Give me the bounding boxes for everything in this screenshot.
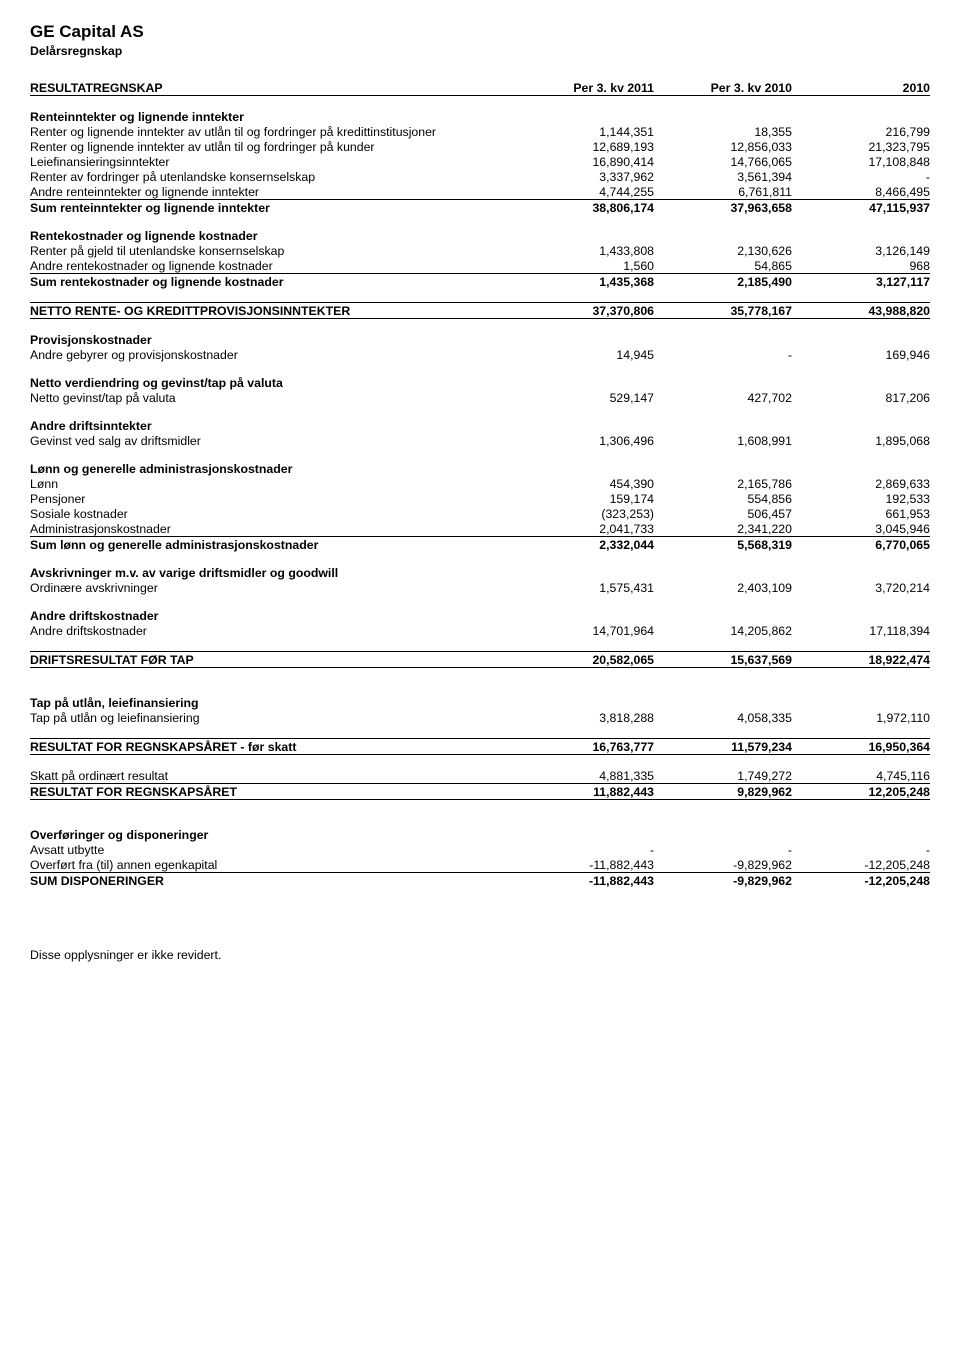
block-3-row-2: Sosiale kostnader(323,253)506,457661,953 xyxy=(30,506,930,521)
section-0-row-3: Renter av fordringer på utenlandske kons… xyxy=(30,169,930,184)
report-subtitle: Delårsregnskap xyxy=(30,44,930,58)
block-3-row-1: Pensjoner159,174554,856192,533 xyxy=(30,491,930,506)
section-title-0: Renteinntekter og lignende inntekter xyxy=(30,109,930,124)
block-title-2: Andre driftsinntekter xyxy=(30,418,930,433)
disp-title-row: Overføringer og disponeringer xyxy=(30,827,930,842)
block2-0-row-0: Tap på utlån og leiefinansiering3,818,28… xyxy=(30,710,930,725)
section-0-row-4: Andre renteinntekter og lignende inntekt… xyxy=(30,184,930,200)
block-3-row-3: Administrasjonskostnader2,041,7332,341,2… xyxy=(30,521,930,537)
column-header-row: RESULTATREGNSKAP Per 3. kv 2011 Per 3. k… xyxy=(30,80,930,96)
section-title-1: Rentekostnader og lignende kostnader xyxy=(30,228,930,243)
disp-row-1: Overført fra (til) annen egenkapital-11,… xyxy=(30,857,930,873)
block-0-row-0: Andre gebyrer og provisjonskostnader14,9… xyxy=(30,347,930,362)
block-4-row-0: Ordinære avskrivninger1,575,4312,403,109… xyxy=(30,580,930,595)
block-3-sum: Sum lønn og generelle administrasjonskos… xyxy=(30,537,930,553)
result-before-tax: RESULTAT FOR REGNSKAPSÅRET - før skatt 1… xyxy=(30,739,930,755)
section-0-row-1: Renter og lignende inntekter av utlån ti… xyxy=(30,139,930,154)
tax-row: Skatt på ordinært resultat 4,881,335 1,7… xyxy=(30,768,930,784)
income-statement-table: RESULTATREGNSKAP Per 3. kv 2011 Per 3. k… xyxy=(30,80,930,888)
block-title-4: Avskrivninger m.v. av varige driftsmidle… xyxy=(30,565,930,580)
result-final: RESULTAT FOR REGNSKAPSÅRET 11,882,443 9,… xyxy=(30,784,930,800)
disp-row-0: Avsatt utbytte--- xyxy=(30,842,930,857)
drifts-line: DRIFTSRESULTAT FØR TAP 20,582,065 15,637… xyxy=(30,652,930,668)
col-header-2: Per 3. kv 2010 xyxy=(654,80,792,96)
col-header-1: Per 3. kv 2011 xyxy=(516,80,654,96)
section-1-row-1: Andre rentekostnader og lignende kostnad… xyxy=(30,258,930,274)
netto-line: NETTO RENTE- OG KREDITTPROVISJONSINNTEKT… xyxy=(30,303,930,319)
block-5-row-0: Andre driftskostnader14,701,96414,205,86… xyxy=(30,623,930,638)
section-0-row-0: Renter og lignende inntekter av utlån ti… xyxy=(30,124,930,139)
block-title-3: Lønn og generelle administrasjonskostnad… xyxy=(30,461,930,476)
disp-sum: SUM DISPONERINGER -11,882,443 -9,829,962… xyxy=(30,873,930,889)
block-title-0: Provisjonskostnader xyxy=(30,332,930,347)
section-0-sum: Sum renteinntekter og lignende inntekter… xyxy=(30,200,930,216)
block2-title-0: Tap på utlån, leiefinansiering xyxy=(30,695,930,710)
section-0-row-2: Leiefinansieringsinntekter16,890,41414,7… xyxy=(30,154,930,169)
block-title-1: Netto verdiendring og gevinst/tap på val… xyxy=(30,375,930,390)
footer-note: Disse opplysninger er ikke revidert. xyxy=(30,948,930,962)
block-title-5: Andre driftskostnader xyxy=(30,608,930,623)
section-1-row-0: Renter på gjeld til utenlandske konserns… xyxy=(30,243,930,258)
section-1-sum: Sum rentekostnader og lignende kostnader… xyxy=(30,274,930,290)
block-1-row-0: Netto gevinst/tap på valuta529,147427,70… xyxy=(30,390,930,405)
block-3-row-0: Lønn454,3902,165,7862,869,633 xyxy=(30,476,930,491)
statement-title: RESULTATREGNSKAP xyxy=(30,80,516,96)
block-2-row-0: Gevinst ved salg av driftsmidler1,306,49… xyxy=(30,433,930,448)
col-header-3: 2010 xyxy=(792,80,930,96)
company-name: GE Capital AS xyxy=(30,22,930,42)
